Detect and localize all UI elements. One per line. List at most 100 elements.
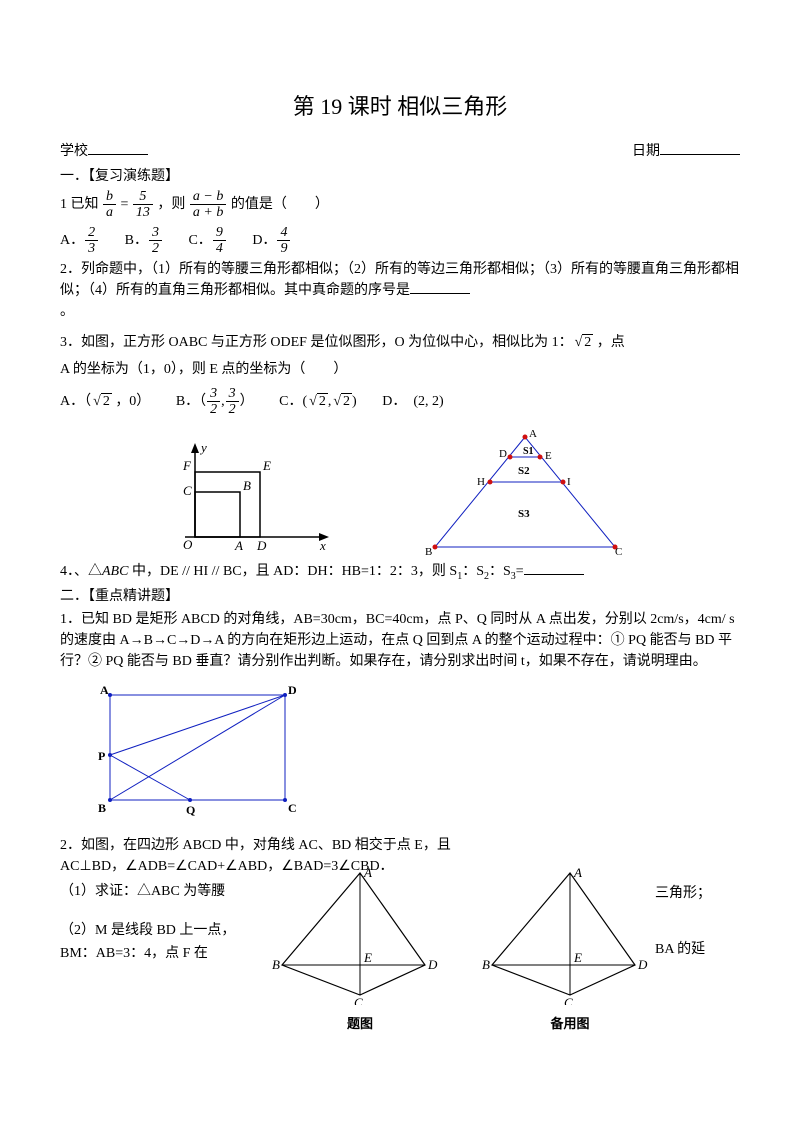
num: 4	[277, 225, 290, 241]
lbl-x: x	[319, 538, 326, 553]
frac: 32	[149, 225, 162, 257]
lbl-P: P	[98, 749, 105, 763]
q3a-end: ，点	[593, 335, 625, 350]
den: 2	[226, 402, 239, 417]
q1: 1 已知 ba = 513 ，则 a − ba + b 的值是（ ）	[60, 189, 740, 221]
lbl-A: A	[100, 683, 109, 697]
lbl-C: C	[288, 801, 297, 815]
lbl-y: y	[199, 440, 207, 455]
choice-a: A．23	[60, 225, 99, 257]
lbl-D: D	[256, 538, 267, 553]
pre: B．（	[176, 394, 206, 409]
lbl-C: C	[183, 483, 192, 498]
section-2-heading: 二．【重点精讲题】	[60, 586, 740, 607]
q3a: 3．如图，正方形 OABC 与正方形 ODEF 是位似图形，O 为位似中心，相似…	[60, 335, 573, 350]
sqrt2: 2	[573, 332, 594, 353]
den: 9	[277, 241, 290, 256]
lbl-E: E	[545, 450, 552, 462]
lbl-C: C	[615, 546, 622, 557]
s2-q2-wrap: （1）求证：△ABC 为等腰 （2）M 是线段 BD 上一点， BM：AB=3：…	[60, 881, 740, 964]
choice-c: C．(2,2)	[279, 391, 357, 412]
lbl-B: B	[243, 478, 251, 493]
den: a + b	[190, 205, 226, 220]
s2-q1: 1．已知 BD 是矩形 ABCD 的对角线，AB=30cm，BC=40cm，点 …	[60, 609, 740, 672]
num: 3	[149, 225, 162, 241]
num: 3	[226, 386, 239, 402]
section-1: 一．【复习演练题】 1 已知 ba = 513 ，则 a − ba + b 的值…	[60, 166, 740, 584]
post: )	[352, 394, 357, 409]
rad: 2	[317, 393, 328, 409]
frac-5-13: 513	[133, 189, 153, 221]
q4-tri: ABC	[102, 564, 128, 579]
label: C．	[188, 233, 211, 248]
lbl-A: A	[363, 865, 372, 880]
den: 2	[149, 241, 162, 256]
label: A．	[60, 233, 84, 248]
figure-row-1: F E C B O A D x y A D E H I B	[60, 427, 740, 557]
header-row: 学校 日期	[60, 141, 740, 162]
lbl-O: O	[183, 537, 193, 552]
lbl-S3: S3	[518, 508, 530, 520]
rad: 2	[101, 393, 112, 409]
lbl-D: D	[499, 448, 507, 460]
fig-triangle-ratios: A D E H I B C S1 S2 S3	[415, 427, 635, 557]
lbl-B: B	[482, 957, 490, 972]
q3-line2: A 的坐标为（1，0），则 E 点的坐标为（ ）	[60, 359, 740, 380]
q1-choices: A．23 B．32 C．94 D．49	[60, 225, 740, 257]
post: ）	[240, 394, 254, 409]
choice-c: C．94	[188, 225, 226, 257]
lbl-E: E	[363, 950, 372, 965]
num: b	[103, 189, 116, 205]
c1: ：S	[462, 564, 484, 579]
lbl-E: E	[262, 458, 271, 473]
q2-blank	[410, 280, 470, 294]
choice-d: D．49	[252, 225, 291, 257]
frac: 49	[277, 225, 290, 257]
den: 3	[85, 241, 98, 256]
q2-text: 2．列命题中，（1）所有的等腰三角形都相似；（2）所有的等边三角形都相似；（3）…	[60, 262, 739, 298]
num: a − b	[190, 189, 226, 205]
lbl-F: F	[182, 458, 192, 473]
lbl-B: B	[425, 546, 432, 557]
lbl-Q: Q	[186, 803, 195, 817]
school-blank	[88, 141, 148, 155]
rad: 2	[582, 334, 593, 350]
fig-problem: A B C D E 题图	[270, 865, 450, 1034]
lbl-S1: S1	[523, 446, 534, 457]
lbl-B: B	[272, 957, 280, 972]
lbl-A: A	[234, 538, 243, 553]
s2-q2-1-post: 三角形；	[655, 883, 711, 904]
lbl-D: D	[427, 957, 438, 972]
c2: ：S	[489, 564, 511, 579]
pre: A．（	[60, 394, 91, 409]
den: 2	[207, 402, 220, 417]
den: 4	[213, 241, 226, 256]
q2-figures: A B C D E 题图 A B C D E	[270, 865, 660, 1034]
lbl-B: B	[98, 801, 106, 815]
section-2: 二．【重点精讲题】 1．已知 BD 是矩形 ABCD 的对角线，AB=30cm，…	[60, 586, 740, 964]
pre: （1）求证：△ABC 为等腰	[60, 884, 225, 899]
lbl-C: C	[564, 995, 573, 1005]
eq: =	[516, 564, 524, 579]
q1-post: 的值是（ ）	[231, 197, 329, 212]
q1-mid: ，则	[157, 197, 189, 212]
fig-quad-1: A B C D E	[270, 865, 450, 1005]
q4-pre: 4．、△	[60, 564, 102, 579]
frac: 94	[213, 225, 226, 257]
q2: 2．列命题中，（1）所有的等腰三角形都相似；（2）所有的等边三角形都相似；（3）…	[60, 259, 740, 301]
date-label: 日期	[632, 144, 660, 159]
frac1: 32	[207, 386, 220, 418]
num: 9	[213, 225, 226, 241]
label: D．	[252, 233, 276, 248]
q4-mid: 中，DE // HI // BC，且 AD：DH：HB=1：2：3，则 S	[128, 564, 457, 579]
lbl-D: D	[637, 957, 648, 972]
frac-b-a: ba	[103, 189, 116, 221]
fig-quad-2: A B C D E	[480, 865, 660, 1005]
lbl-E: E	[573, 950, 582, 965]
sqrt1: 2	[307, 391, 328, 412]
lbl-I: I	[567, 476, 571, 488]
date-blank	[660, 141, 740, 155]
frac-ab: a − ba + b	[190, 189, 226, 221]
s2-q2-1: （1）求证：△ABC 为等腰	[60, 881, 270, 902]
q4: 4．、△ABC 中，DE // HI // BC，且 AD：DH：HB=1：2：…	[60, 561, 740, 584]
